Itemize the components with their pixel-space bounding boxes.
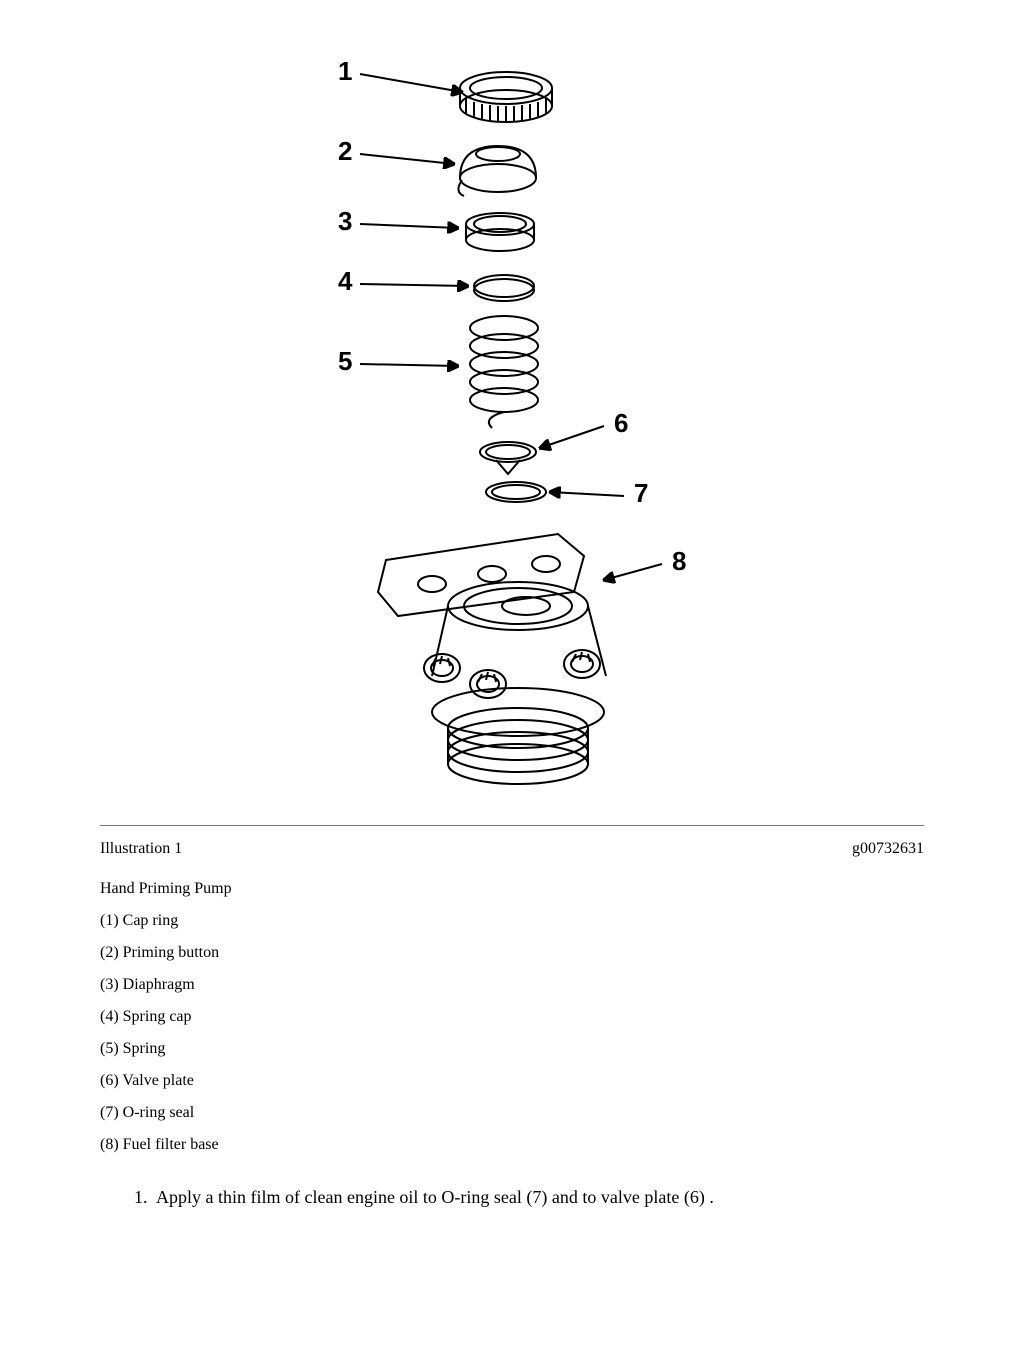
part-item: (2) Priming button [100,944,924,962]
part-valve-plate [480,442,536,474]
part-item: (8) Fuel filter base [100,1136,924,1154]
callout-4-num: 4 [338,266,353,296]
leader-1 [360,74,462,92]
part-item: (3) Diaphragm [100,976,924,994]
step-item: Apply a thin film of clean engine oil to… [152,1184,924,1211]
callout-8-num: 8 [672,546,686,576]
figure-title: Hand Priming Pump [100,880,924,898]
callout-7-num: 7 [634,478,648,508]
callout-5-num: 5 [338,346,352,376]
part-spring-cap [474,275,534,301]
leader-4 [360,284,468,286]
part-item: (1) Cap ring [100,912,924,930]
figure-container: 1 2 3 4 5 6 7 8 [100,40,924,805]
part-oring [486,482,546,502]
part-item: (6) Valve plate [100,1072,924,1090]
instruction-steps: Apply a thin film of clean engine oil to… [100,1184,924,1211]
exploded-diagram: 1 2 3 4 5 6 7 8 [282,40,742,800]
part-cap-ring [460,72,552,122]
callout-3-num: 3 [338,206,352,236]
leader-3 [360,224,458,228]
leader-6 [540,426,604,448]
part-item: (7) O-ring seal [100,1104,924,1122]
leader-7 [550,492,624,496]
document-page: 1 2 3 4 5 6 7 8 [0,0,1024,1271]
parts-list: (1) Cap ring (2) Priming button (3) Diap… [100,912,924,1154]
illustration-label: Illustration 1 [100,840,182,858]
callout-1-num: 1 [338,56,352,86]
caption-row: Illustration 1 g00732631 [100,840,924,858]
part-fuel-filter-base [378,534,606,784]
part-priming-button [458,146,536,196]
callout-6-num: 6 [614,408,628,438]
leader-5 [360,364,458,366]
leader-2 [360,154,454,164]
part-spring [470,316,538,428]
part-item: (4) Spring cap [100,1008,924,1026]
leader-8 [604,564,662,580]
caption-rule [100,825,924,826]
part-diaphragm [466,213,534,251]
part-item: (5) Spring [100,1040,924,1058]
illustration-code: g00732631 [852,840,924,858]
callout-2-num: 2 [338,136,352,166]
